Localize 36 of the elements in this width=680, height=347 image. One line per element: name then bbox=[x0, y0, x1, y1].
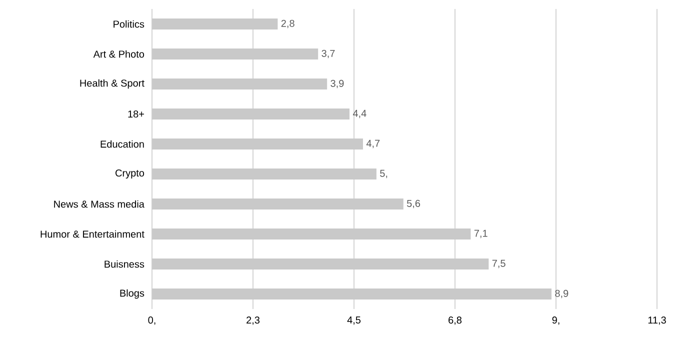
y-tick-label: 18+ bbox=[128, 110, 144, 118]
y-tick-label: Buisness bbox=[104, 260, 144, 268]
data-label: 7,1 bbox=[474, 230, 488, 238]
bar bbox=[152, 288, 552, 300]
x-tick-label: 4,5 bbox=[347, 316, 361, 325]
data-label: 2,8 bbox=[281, 20, 294, 28]
data-label: 3,7 bbox=[322, 50, 335, 58]
bar bbox=[152, 258, 489, 270]
data-label: 5,6 bbox=[406, 200, 420, 208]
y-tick-label: News & Mass media bbox=[54, 200, 144, 208]
data-label: 8,9 bbox=[555, 290, 568, 298]
bar bbox=[152, 138, 363, 150]
x-tick-label: 2,3 bbox=[246, 316, 260, 325]
x-tick-label: 0, bbox=[148, 316, 156, 325]
bar bbox=[152, 228, 471, 240]
bar bbox=[152, 18, 278, 30]
x-tick-label: 11,3 bbox=[648, 316, 666, 325]
data-label: 4,4 bbox=[352, 110, 366, 118]
bar bbox=[152, 168, 376, 180]
y-tick-label: Humor & Entertainment bbox=[40, 230, 144, 238]
bar bbox=[152, 198, 404, 210]
x-tick-label: 9, bbox=[552, 316, 560, 325]
y-tick-label: Education bbox=[100, 140, 144, 148]
bar bbox=[152, 78, 328, 90]
bar bbox=[152, 108, 350, 120]
y-tick-label: Art & Photo bbox=[93, 50, 144, 58]
y-tick-label: Crypto bbox=[116, 169, 144, 179]
data-label: 4,7 bbox=[366, 140, 380, 148]
y-tick-label: Blogs bbox=[120, 289, 144, 299]
data-label: 5, bbox=[380, 170, 388, 178]
y-tick-label: Politics bbox=[114, 20, 144, 28]
x-tick-label: 6,8 bbox=[448, 316, 462, 325]
data-label: 7,5 bbox=[492, 260, 506, 268]
y-tick-label: Health & Sport bbox=[80, 79, 144, 89]
data-label: 3,9 bbox=[330, 80, 344, 88]
bar bbox=[152, 48, 318, 60]
